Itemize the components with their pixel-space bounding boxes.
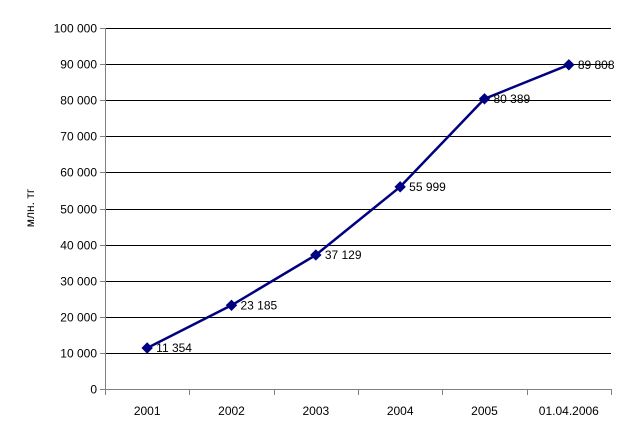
data-point-marker (141, 342, 153, 354)
data-point-marker (394, 181, 406, 193)
data-label: 23 185 (241, 298, 278, 312)
y-tick-label: 90 000 (60, 58, 97, 72)
data-label: 37 129 (325, 248, 362, 262)
series-line-path (146, 63, 570, 350)
y-tick-label: 50 000 (60, 203, 97, 217)
x-tick-label: 01.04.2006 (539, 404, 599, 418)
series-markers (141, 59, 575, 354)
x-tick-label: 2004 (387, 404, 414, 418)
data-point-marker (225, 299, 238, 312)
data-point-marker (478, 93, 491, 105)
y-tick-label: 40 000 (60, 239, 97, 253)
data-label: 89 808 (578, 58, 615, 72)
data-labels: 11 354 23 185 37 129 55 999 80 389 89 808 (156, 58, 615, 355)
data-point-marker (310, 249, 322, 261)
gridlines (105, 28, 611, 354)
y-tick-label: 20 000 (60, 311, 97, 325)
y-tick-label: 30 000 (60, 275, 97, 289)
y-tick-label: 80 000 (60, 94, 97, 108)
y-tick-label: 100 000 (54, 22, 98, 36)
x-tick-label: 2005 (471, 404, 498, 418)
series-line (146, 63, 570, 350)
y-tick-labels: 0 10 000 20 000 30 000 40 000 50 000 60 000 70 … (54, 22, 98, 397)
data-point-marker (563, 59, 575, 71)
y-tick-label: 60 000 (60, 166, 97, 180)
y-axis-title: млн. тг (23, 188, 37, 227)
y-tick-label: 70 000 (60, 130, 97, 144)
x-tick-label: 2001 (134, 404, 161, 418)
x-tick-label: 2002 (218, 404, 245, 418)
data-label: 11 354 (156, 341, 192, 355)
x-tick-labels: 2001 2002 2003 2004 2005 01.04.2006 (134, 404, 599, 418)
data-label: 80 389 (494, 92, 531, 106)
axes (100, 28, 612, 395)
x-tick-label: 2003 (302, 404, 329, 418)
y-tick-label: 0 (90, 383, 97, 397)
y-tick-label: 10 000 (60, 347, 97, 361)
data-label: 55 999 (409, 180, 446, 194)
